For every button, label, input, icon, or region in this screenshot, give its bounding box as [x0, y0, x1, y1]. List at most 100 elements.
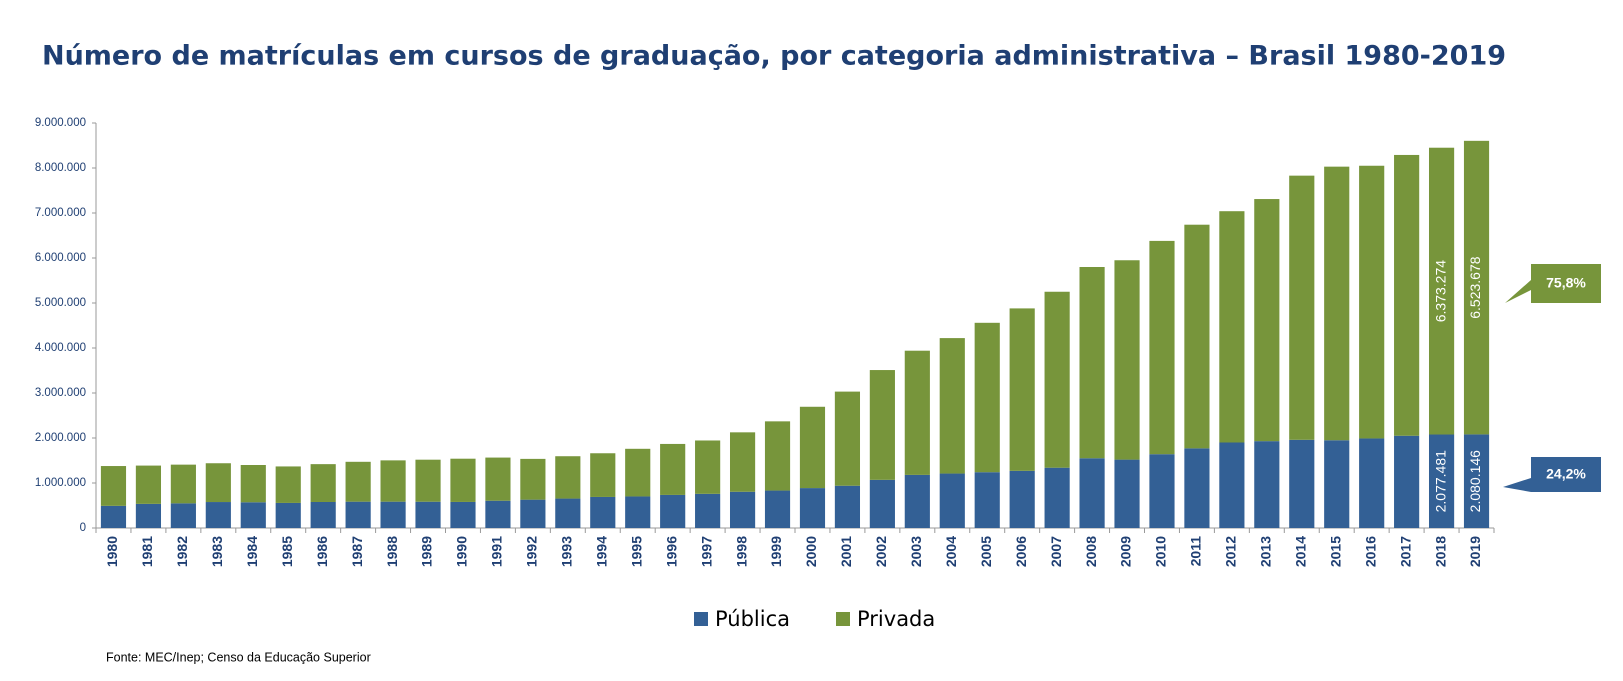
- bar-segment: [1359, 438, 1385, 528]
- x-tick-label: 1982: [174, 536, 190, 567]
- bar-segment: [1149, 240, 1175, 455]
- x-tick-label: 1981: [139, 536, 155, 567]
- bar-segment: [729, 491, 756, 528]
- x-tick-label: 2013: [1258, 536, 1274, 567]
- x-tick-label: 2017: [1397, 536, 1413, 567]
- bar-segment: [939, 473, 965, 528]
- bar-segment: [1149, 454, 1175, 528]
- bar-segment: [1114, 459, 1140, 528]
- bar-segment: [555, 498, 581, 528]
- bar-segment: [135, 503, 162, 528]
- bar-segment: [869, 370, 895, 480]
- x-tick-label: 1997: [698, 536, 714, 567]
- x-tick-label: 2011: [1188, 536, 1204, 567]
- bar-segment: [695, 493, 721, 528]
- bar-segment: [415, 459, 441, 502]
- bar-segment: [1044, 467, 1070, 528]
- bar-segment: [275, 466, 301, 503]
- bar-segment: [799, 406, 826, 489]
- bar-segment: [729, 432, 756, 492]
- bar-segment: [555, 456, 581, 499]
- bar-segment: [1324, 166, 1350, 441]
- bar-segment: [660, 494, 686, 528]
- source-note: Fonte: MEC/Inep; Censo da Educação Super…: [106, 650, 371, 664]
- bar-segment: [345, 461, 371, 502]
- bar-segment: [450, 501, 476, 528]
- x-tick-label: 2018: [1432, 536, 1448, 567]
- x-tick-label: 1991: [489, 536, 505, 567]
- bar-segment: [1044, 291, 1070, 468]
- x-tick-label: 1987: [349, 536, 365, 567]
- legend-label: Pública: [715, 607, 790, 631]
- x-tick-label: 2005: [978, 536, 994, 567]
- chart-title: Número de matrículas em cursos de gradua…: [42, 41, 1506, 72]
- bar-segment: [100, 505, 127, 528]
- value-label: 6.523.678: [1467, 256, 1483, 318]
- bar-segment: [205, 502, 231, 528]
- bar-segment: [625, 448, 651, 497]
- bar-segment: [485, 500, 511, 528]
- x-tick-label: 2004: [943, 536, 959, 567]
- x-tick-label: 2007: [1048, 536, 1064, 567]
- x-tick-label: 2003: [908, 536, 924, 567]
- bar-segment: [1428, 434, 1455, 528]
- bar-segment: [939, 338, 965, 474]
- legend-swatch: [836, 612, 850, 626]
- bar-segment: [1219, 211, 1245, 443]
- x-tick-label: 1993: [559, 536, 575, 567]
- x-tick-label: 2001: [838, 536, 854, 567]
- x-tick-label: 1992: [524, 536, 540, 567]
- bar-segment: [1289, 175, 1315, 440]
- bar-segment: [275, 502, 301, 528]
- bar-segment: [380, 501, 406, 528]
- bar-segment: [450, 458, 476, 502]
- bar-segment: [100, 466, 127, 506]
- x-tick-label: 2019: [1467, 536, 1483, 567]
- bar-segment: [1079, 458, 1105, 528]
- x-tick-label: 2006: [1013, 536, 1029, 567]
- bar-segment: [345, 501, 371, 528]
- bar-segment: [240, 465, 266, 503]
- x-tick-label: 1998: [733, 536, 749, 567]
- bar-segment: [205, 463, 231, 503]
- callout-label: 75,8%: [1546, 275, 1586, 291]
- bar-segment: [1428, 147, 1455, 435]
- x-tick-label: 1986: [314, 536, 330, 567]
- bar-segment: [869, 479, 895, 528]
- bar-segment: [1394, 435, 1420, 528]
- x-tick-label: 1983: [209, 536, 225, 567]
- bar-segment: [1289, 439, 1315, 528]
- bar-segment: [1079, 267, 1105, 459]
- legend-label: Privada: [857, 607, 935, 631]
- x-tick-label: 1984: [244, 536, 260, 567]
- bar-segment: [1359, 165, 1385, 439]
- x-tick-label: 2014: [1292, 536, 1308, 567]
- bar-segment: [520, 499, 546, 528]
- bar-segment: [485, 457, 511, 501]
- bar-segment: [590, 496, 616, 528]
- bar-segment: [310, 464, 336, 502]
- value-label: 6.373.274: [1432, 260, 1448, 322]
- bar-segment: [660, 443, 686, 495]
- bar-segment: [1463, 140, 1490, 435]
- bar-segment: [1184, 224, 1210, 449]
- x-tick-label: 2016: [1362, 536, 1378, 567]
- x-tick-label: 2002: [873, 536, 889, 567]
- x-tick-label: 2012: [1223, 536, 1239, 567]
- bar-segment: [1009, 308, 1035, 471]
- bar-segment: [1219, 442, 1245, 528]
- x-tick-label: 1985: [279, 536, 295, 567]
- bar-segment: [1184, 448, 1210, 528]
- x-tick-label: 2000: [803, 536, 819, 567]
- bar-segment: [625, 496, 651, 528]
- bar-segment: [240, 502, 266, 528]
- bar-segment: [590, 453, 616, 497]
- bar-segment: [1394, 154, 1420, 436]
- bar-segment: [170, 503, 196, 528]
- x-tick-label: 1994: [593, 536, 609, 567]
- bar-segment: [764, 490, 791, 528]
- x-tick-label: 1989: [419, 536, 435, 567]
- bar-segment: [1009, 470, 1035, 528]
- bar-segment: [135, 465, 162, 504]
